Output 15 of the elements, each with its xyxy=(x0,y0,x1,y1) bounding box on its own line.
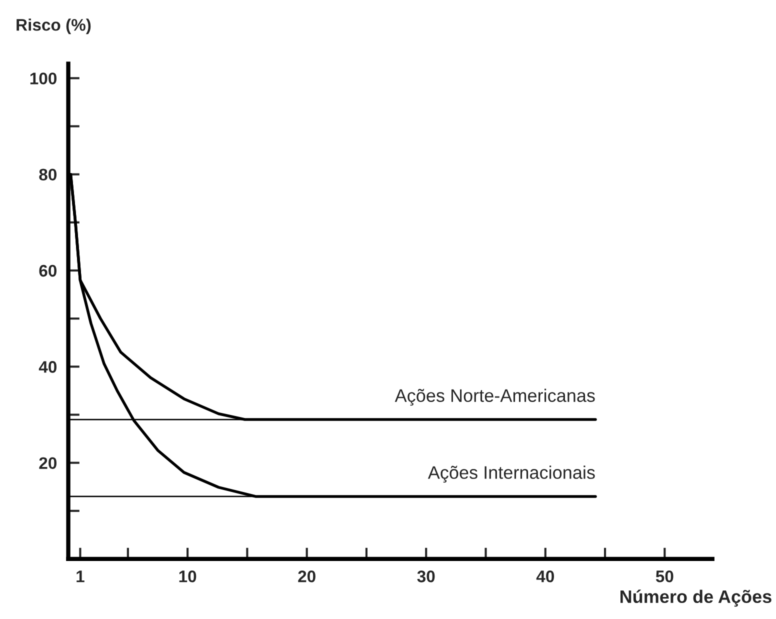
y-tick-label: 80 xyxy=(39,168,56,181)
series-label: Ações Norte-Americanas xyxy=(394,388,595,406)
x-tick-label: 20 xyxy=(298,570,316,582)
y-tick-label: 40 xyxy=(38,361,56,373)
x-axis-title: Número de Ações xyxy=(620,590,772,607)
x-tick-label: 50 xyxy=(656,570,674,582)
y-tick-label: 20 xyxy=(39,457,56,470)
x-tick-label: 30 xyxy=(417,570,435,582)
y-tick-label: 60 xyxy=(39,264,56,277)
x-tick-label: 1 xyxy=(76,570,84,582)
y-tick-label: 100 xyxy=(30,72,56,84)
x-tick-label: 40 xyxy=(536,570,554,582)
y-axis-title: Risco (%) xyxy=(16,18,91,34)
series-label: Ações Internacionais xyxy=(428,466,595,483)
x-tick-label: 10 xyxy=(179,570,196,582)
